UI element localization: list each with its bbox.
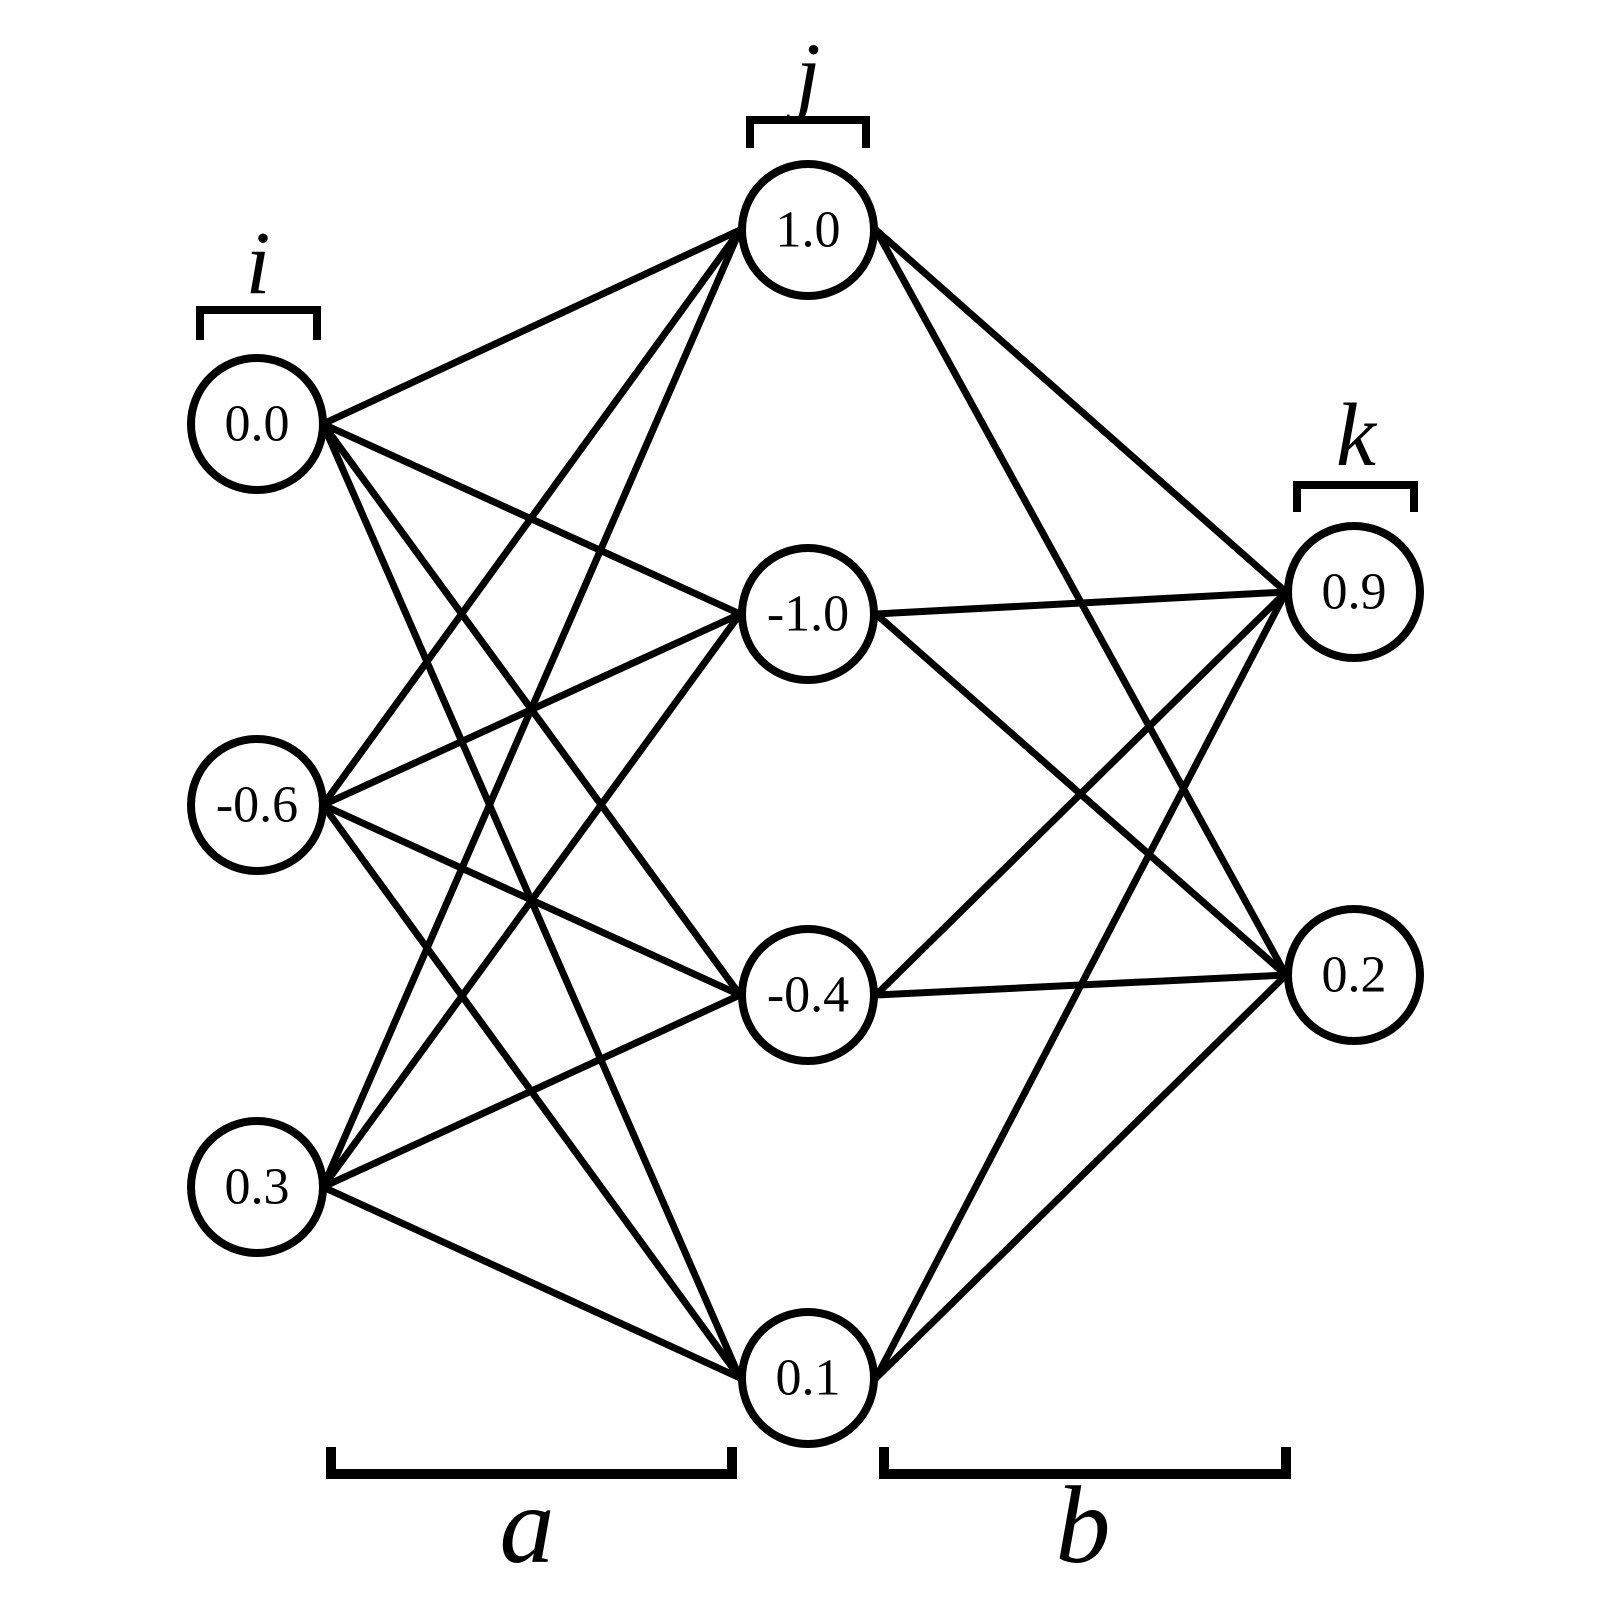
node-value: 0.3 <box>225 1159 290 1216</box>
node-value: 1.0 <box>776 202 841 259</box>
node-circle <box>1284 905 1424 1045</box>
edge-j1-k0 <box>872 588 1290 618</box>
edge-i2-j3 <box>319 1183 744 1382</box>
node-i-1: -0.6 <box>187 735 327 875</box>
layer-j-header: j <box>746 26 870 148</box>
node-j-0: 1.0 <box>738 160 878 300</box>
node-value: 0.0 <box>225 396 290 453</box>
node-circle <box>187 1117 327 1257</box>
edge-i0-j0 <box>319 226 744 428</box>
weight-group-a-bracket <box>326 1447 737 1479</box>
layer-j-bracket <box>746 116 870 148</box>
weight-group-a: a <box>326 1447 737 1586</box>
node-value: 0.1 <box>776 1350 841 1407</box>
node-circle <box>738 925 878 1065</box>
weight-group-b: b <box>879 1447 1291 1586</box>
weight-group-b-bracket <box>879 1447 1291 1479</box>
node-circle <box>187 735 327 875</box>
layer-i-label: i <box>245 214 270 313</box>
node-value: 0.9 <box>1322 564 1387 621</box>
node-k-0: 0.9 <box>1284 522 1424 662</box>
layer-j-nodes: 1.0 -1.0 -0.4 0.1 <box>738 160 878 1448</box>
node-i-0: 0.0 <box>187 354 327 494</box>
layer-i-nodes: 0.0 -0.6 0.3 <box>187 354 327 1257</box>
edge-j3-k0 <box>872 588 1290 1382</box>
layer-k-nodes: 0.9 0.2 <box>1284 522 1424 1045</box>
edge-i2-j1 <box>319 610 744 1191</box>
node-circle <box>187 354 327 494</box>
layer-j-label: j <box>785 26 820 125</box>
node-circle <box>738 1308 878 1448</box>
weight-group-a-label: a <box>500 1464 555 1586</box>
node-j-1: -1.0 <box>738 544 878 684</box>
layer-k-header: k <box>1293 386 1418 512</box>
layer-i-bracket <box>196 306 321 340</box>
node-i-2: 0.3 <box>187 1117 327 1257</box>
layer-k-bracket <box>1293 481 1418 512</box>
edge-i1-j0 <box>319 226 744 809</box>
layer-i-header: i <box>196 214 321 340</box>
node-j-2: -0.4 <box>738 925 878 1065</box>
node-value: 0.2 <box>1322 947 1387 1004</box>
node-circle <box>1284 522 1424 662</box>
node-k-1: 0.2 <box>1284 905 1424 1045</box>
node-circle <box>738 160 878 300</box>
edge-i2-j0 <box>319 226 744 1191</box>
node-value: -0.4 <box>767 967 849 1024</box>
edge-j2-k0 <box>872 588 1290 999</box>
node-j-3: 0.1 <box>738 1308 878 1448</box>
node-circle <box>738 544 878 684</box>
connection-edges <box>319 226 1290 1382</box>
edge-j0-k0 <box>872 226 1290 596</box>
layer-k-label: k <box>1336 386 1378 485</box>
edge-j3-k1 <box>872 971 1290 1382</box>
node-value: -0.6 <box>216 777 298 834</box>
weight-group-b-label: b <box>1056 1464 1111 1586</box>
node-value: -1.0 <box>767 586 849 643</box>
edge-i2-j2 <box>319 991 744 1191</box>
